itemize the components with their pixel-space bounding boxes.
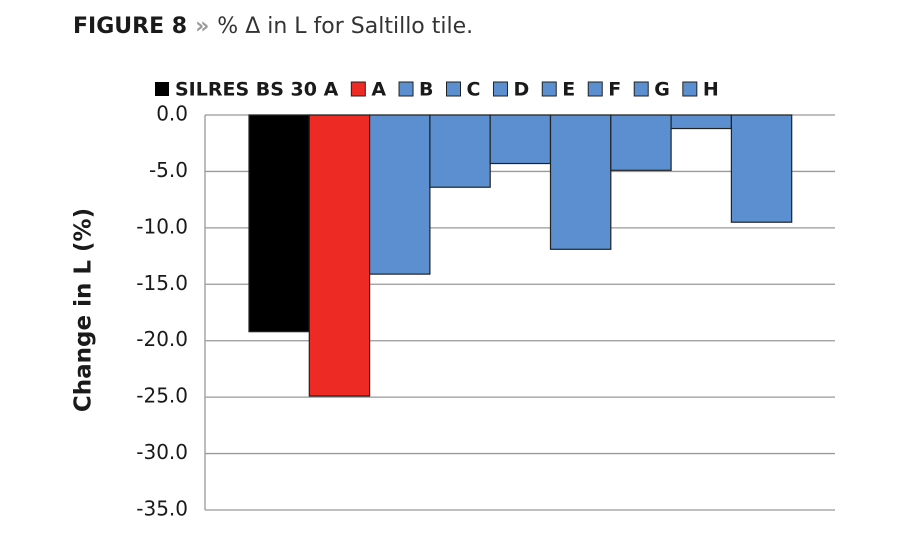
bar (549, 114, 612, 250)
y-tick-label: -30.0 (136, 440, 188, 464)
bar (429, 114, 491, 188)
legend-swatch (155, 82, 169, 96)
y-tick-label: -15.0 (136, 271, 188, 295)
legend-swatch (633, 81, 649, 97)
legend-swatch (446, 81, 462, 97)
y-tick-label: -20.0 (136, 327, 188, 351)
figure-label: FIGURE 8 (73, 14, 187, 39)
legend-swatch (350, 81, 366, 97)
y-tick-label: 0.0 (156, 102, 188, 126)
y-tick-label: -10.0 (136, 214, 188, 238)
legend-label: G (654, 79, 670, 101)
bar (489, 114, 552, 165)
bar (670, 114, 732, 130)
legend-swatch (398, 81, 414, 97)
separator: » (195, 14, 209, 39)
y-tick-label: -25.0 (136, 384, 188, 408)
title-text: % Δ in L for Saltillo tile. (217, 14, 473, 39)
legend-label: F (608, 79, 621, 101)
bar (248, 114, 310, 333)
y-tick-label: -5.0 (149, 158, 188, 182)
legend-label: B (419, 79, 433, 101)
legend-label: SILRES BS 30 A (175, 79, 339, 101)
legend-label: C (467, 79, 481, 101)
bar (610, 114, 672, 171)
legend-label: H (703, 79, 719, 101)
bar (308, 114, 371, 397)
legend-label: A (371, 79, 386, 101)
legend-swatch (492, 81, 508, 97)
chart-title: FIGURE 8 » % Δ in L for Saltillo tile. (73, 14, 473, 39)
bar (369, 114, 431, 275)
y-tick-label: -35.0 (136, 497, 188, 521)
legend-label: D (513, 79, 529, 101)
legend-label: E (562, 79, 575, 101)
legend-swatch (587, 81, 603, 97)
y-axis-label: Change in L (%) (71, 208, 97, 412)
legend-swatch (682, 81, 698, 97)
legend-swatch (541, 81, 557, 97)
bar (730, 114, 793, 223)
